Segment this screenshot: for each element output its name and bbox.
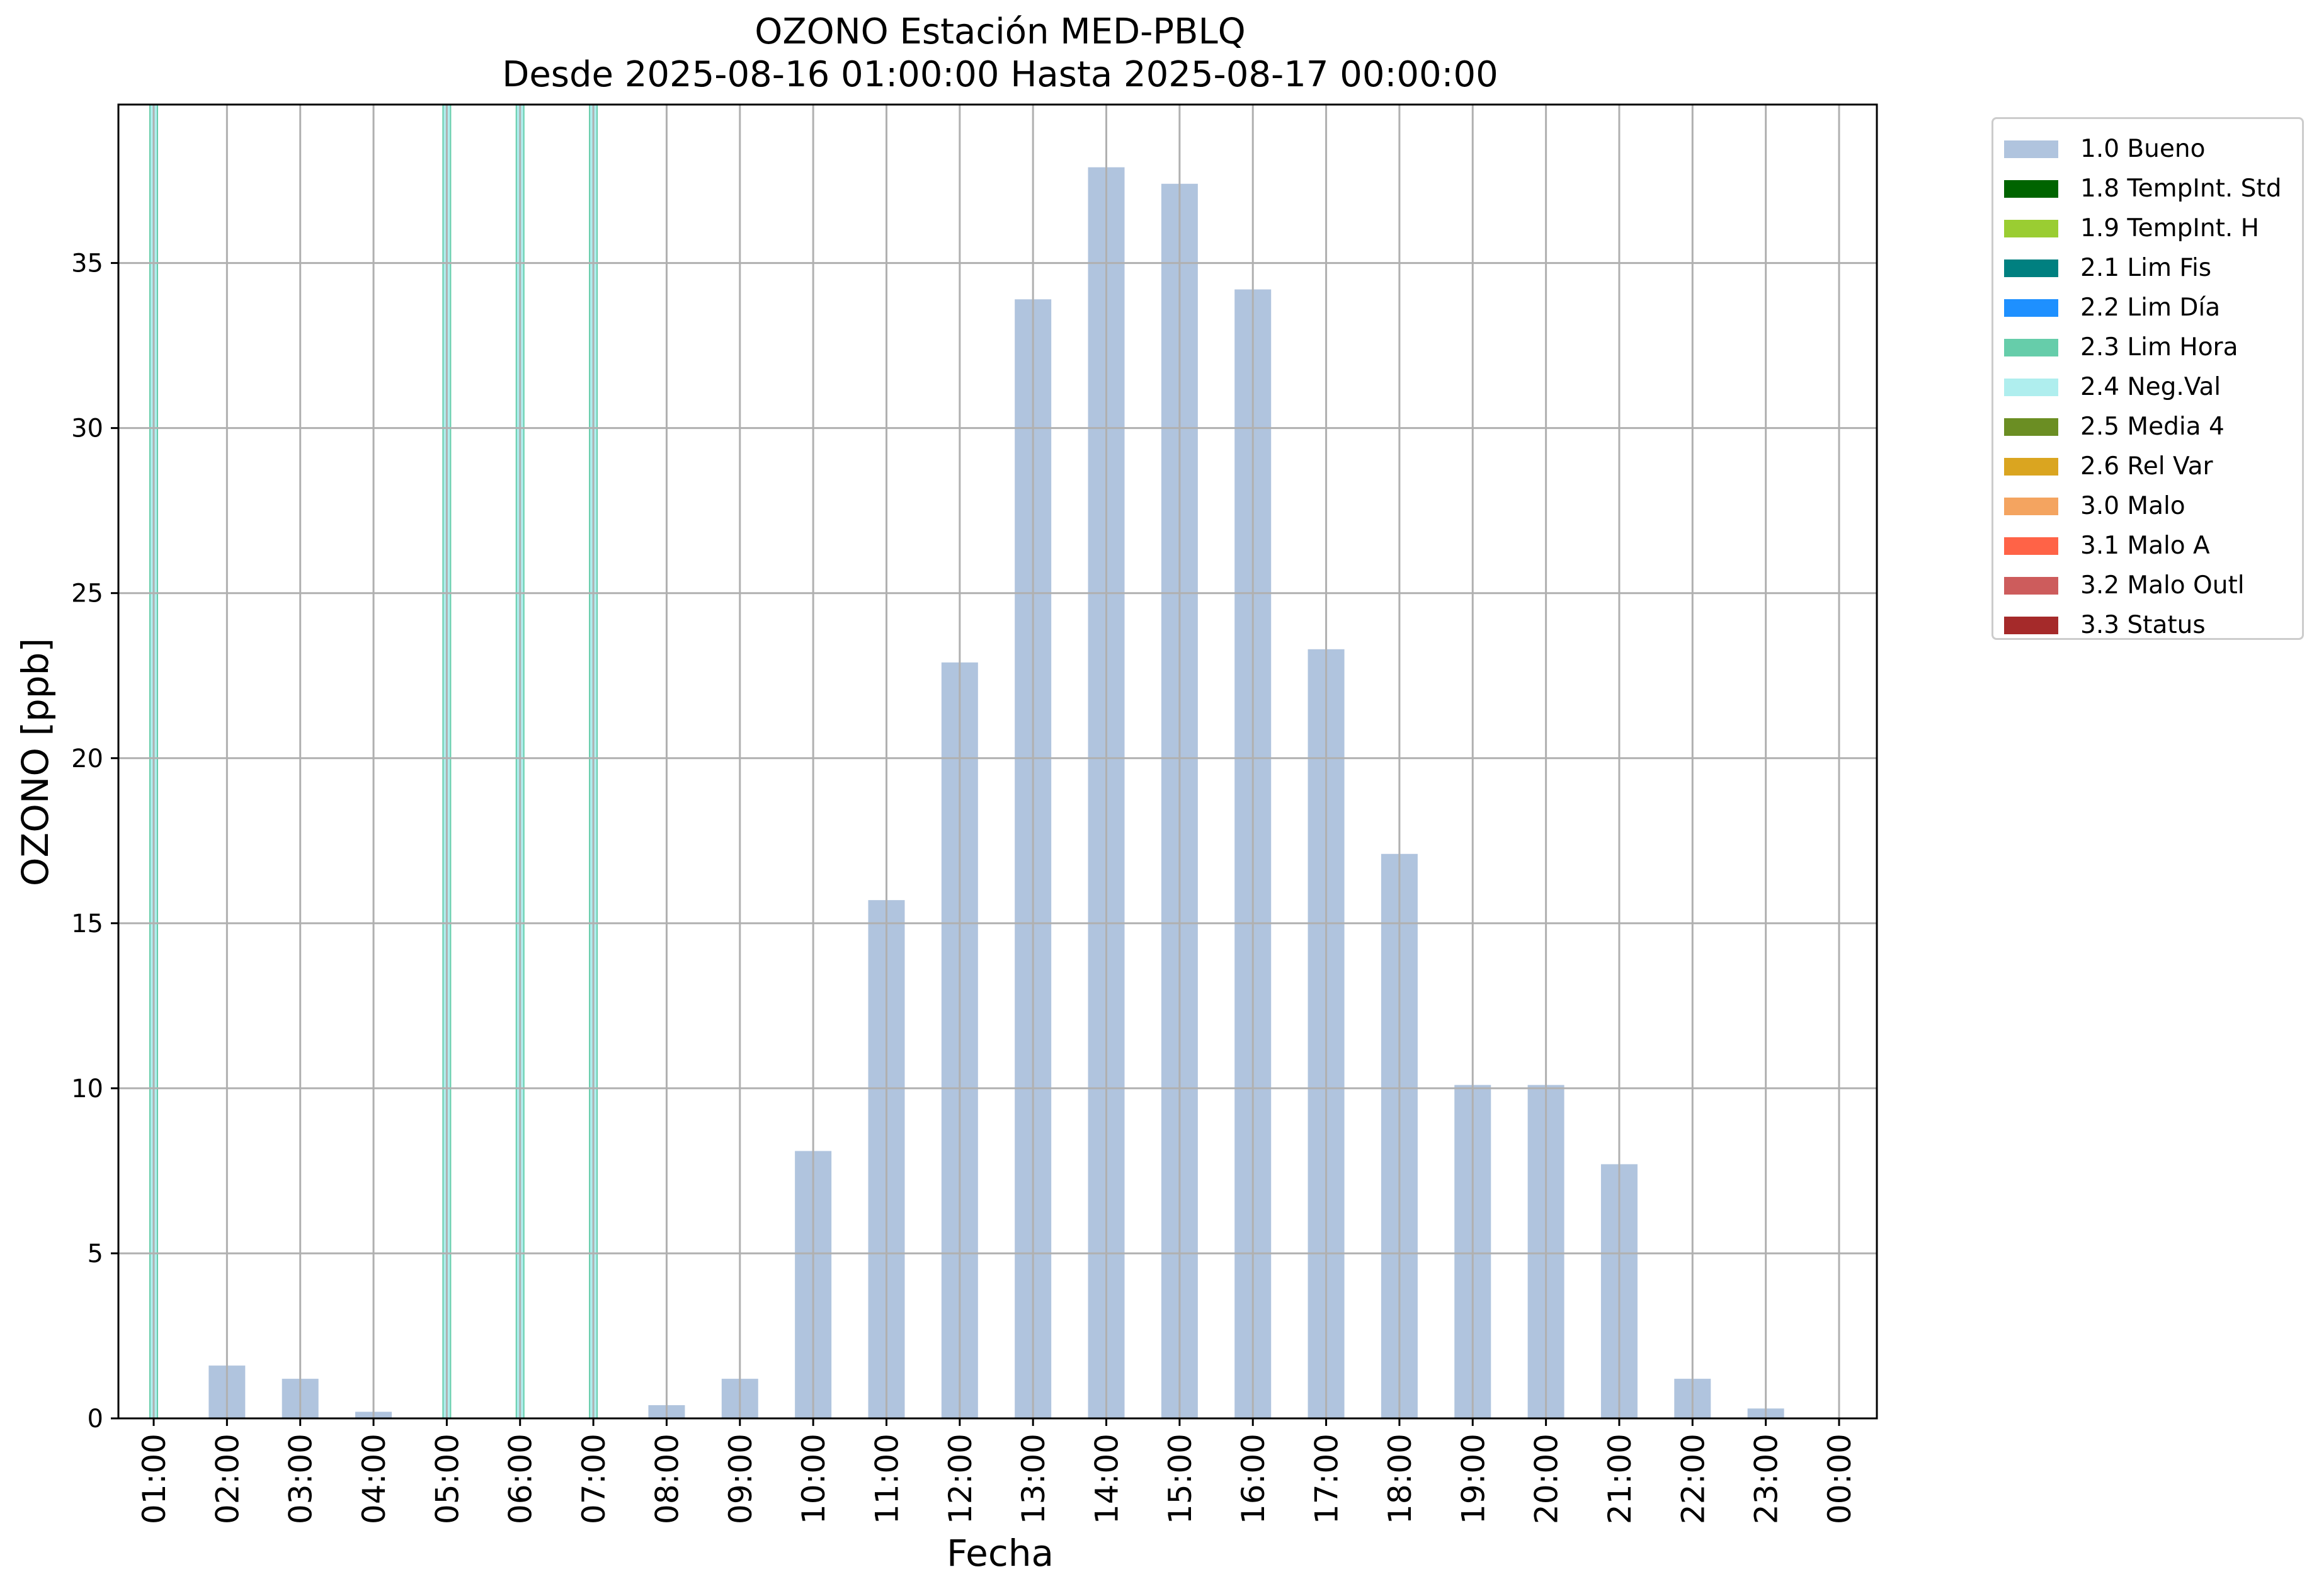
- legend-item: 1.0 Bueno: [1993, 129, 2302, 169]
- legend-item: 2.1 Lim Fis: [1993, 248, 2302, 288]
- legend-item: 3.1 Malo A: [1993, 526, 2302, 566]
- x-tick-label: 02:00: [209, 1434, 246, 1524]
- x-tick-label: 00:00: [1821, 1434, 1858, 1524]
- legend-label: 2.6 Rel Var: [2080, 452, 2213, 481]
- x-tick-label: 13:00: [1015, 1434, 1052, 1524]
- y-tick-label: 5: [88, 1240, 103, 1268]
- legend-swatch: [2004, 299, 2058, 317]
- x-tick-label: 04:00: [356, 1434, 392, 1524]
- legend-item: 2.4 Neg.Val: [1993, 367, 2302, 407]
- x-tick-label: 19:00: [1455, 1434, 1491, 1524]
- legend-label: 3.0 Malo: [2080, 492, 2185, 520]
- legend-label: 2.4 Neg.Val: [2080, 373, 2221, 401]
- legend-item: 1.9 TempInt. H: [1993, 208, 2302, 248]
- legend-item: 3.3 Status: [1993, 605, 2302, 645]
- x-tick-label: 06:00: [503, 1434, 539, 1524]
- x-tick-label: 23:00: [1748, 1434, 1785, 1524]
- x-tick-label: 18:00: [1382, 1434, 1418, 1524]
- x-tick-label: 21:00: [1602, 1434, 1638, 1524]
- y-tick-label: 15: [71, 909, 103, 938]
- x-tick-label: 01:00: [136, 1434, 173, 1524]
- y-tick-label: 20: [71, 744, 103, 773]
- legend-swatch: [2004, 338, 2058, 356]
- legend-item: 2.5 Media 4: [1993, 407, 2302, 447]
- x-tick-label: 09:00: [722, 1434, 759, 1524]
- legend-swatch: [2004, 457, 2058, 476]
- legend-label: 3.2 Malo Outl: [2080, 571, 2245, 600]
- legend-swatch: [2004, 576, 2058, 595]
- x-tick-label: 05:00: [429, 1434, 465, 1524]
- x-tick-label: 16:00: [1235, 1434, 1272, 1524]
- x-tick-label: 22:00: [1675, 1434, 1711, 1524]
- y-tick-label: 35: [71, 249, 103, 278]
- legend-swatch: [2004, 180, 2058, 198]
- legend-swatch: [2004, 219, 2058, 237]
- y-axis-label: OZONO [ppb]: [14, 637, 57, 887]
- legend-swatch: [2004, 378, 2058, 396]
- legend-item: 1.8 TempInt. Std: [1993, 169, 2302, 208]
- x-tick-label: 10:00: [795, 1434, 832, 1524]
- legend-swatch: [2004, 537, 2058, 555]
- legend-label: 3.3 Status: [2080, 611, 2206, 639]
- legend-label: 1.0 Bueno: [2080, 135, 2206, 163]
- legend-label: 1.9 TempInt. H: [2080, 214, 2259, 242]
- x-tick-label: 14:00: [1089, 1434, 1125, 1524]
- legend-label: 3.1 Malo A: [2080, 532, 2210, 560]
- legend-swatch: [2004, 616, 2058, 634]
- y-tick-label: 0: [88, 1405, 103, 1434]
- legend-label: 2.3 Lim Hora: [2080, 333, 2238, 362]
- y-tick-label: 30: [71, 414, 103, 443]
- plot-frame: [117, 103, 1878, 1420]
- legend-swatch: [2004, 140, 2058, 158]
- x-tick-label: 03:00: [283, 1434, 319, 1524]
- legend-item: 3.2 Malo Outl: [1993, 566, 2302, 605]
- x-axis-label: Fecha: [946, 1532, 1054, 1575]
- legend-label: 2.2 Lim Día: [2080, 294, 2221, 322]
- legend-item: 2.6 Rel Var: [1993, 447, 2302, 486]
- chart-title: OZONO Estación MED-PBLQ: [755, 11, 1246, 52]
- legend-label: 1.8 TempInt. Std: [2080, 174, 2282, 203]
- legend-item: 3.0 Malo: [1993, 486, 2302, 526]
- legend-swatch: [2004, 497, 2058, 515]
- x-tick-label: 08:00: [649, 1434, 685, 1524]
- legend-label: 2.5 Media 4: [2080, 413, 2225, 441]
- y-tick-label: 10: [71, 1074, 103, 1103]
- legend-swatch: [2004, 418, 2058, 436]
- legend-item: 2.2 Lim Día: [1993, 288, 2302, 328]
- chart-legend: 1.0 Bueno 1.8 TempInt. Std 1.9 TempInt. H 2…: [1991, 117, 2304, 640]
- x-tick-label: 17:00: [1309, 1434, 1345, 1524]
- x-tick-label: 11:00: [869, 1434, 905, 1524]
- x-tick-label: 20:00: [1529, 1434, 1565, 1524]
- x-tick-label: 07:00: [576, 1434, 612, 1524]
- y-tick-label: 25: [71, 579, 103, 608]
- x-tick-label: 12:00: [942, 1434, 979, 1524]
- x-tick-label: 15:00: [1162, 1434, 1199, 1524]
- legend-label: 2.1 Lim Fis: [2080, 254, 2212, 282]
- chart-subtitle: Desde 2025-08-16 01:00:00 Hasta 2025-08-…: [502, 54, 1498, 95]
- legend-item: 2.3 Lim Hora: [1993, 328, 2302, 367]
- legend-swatch: [2004, 259, 2058, 277]
